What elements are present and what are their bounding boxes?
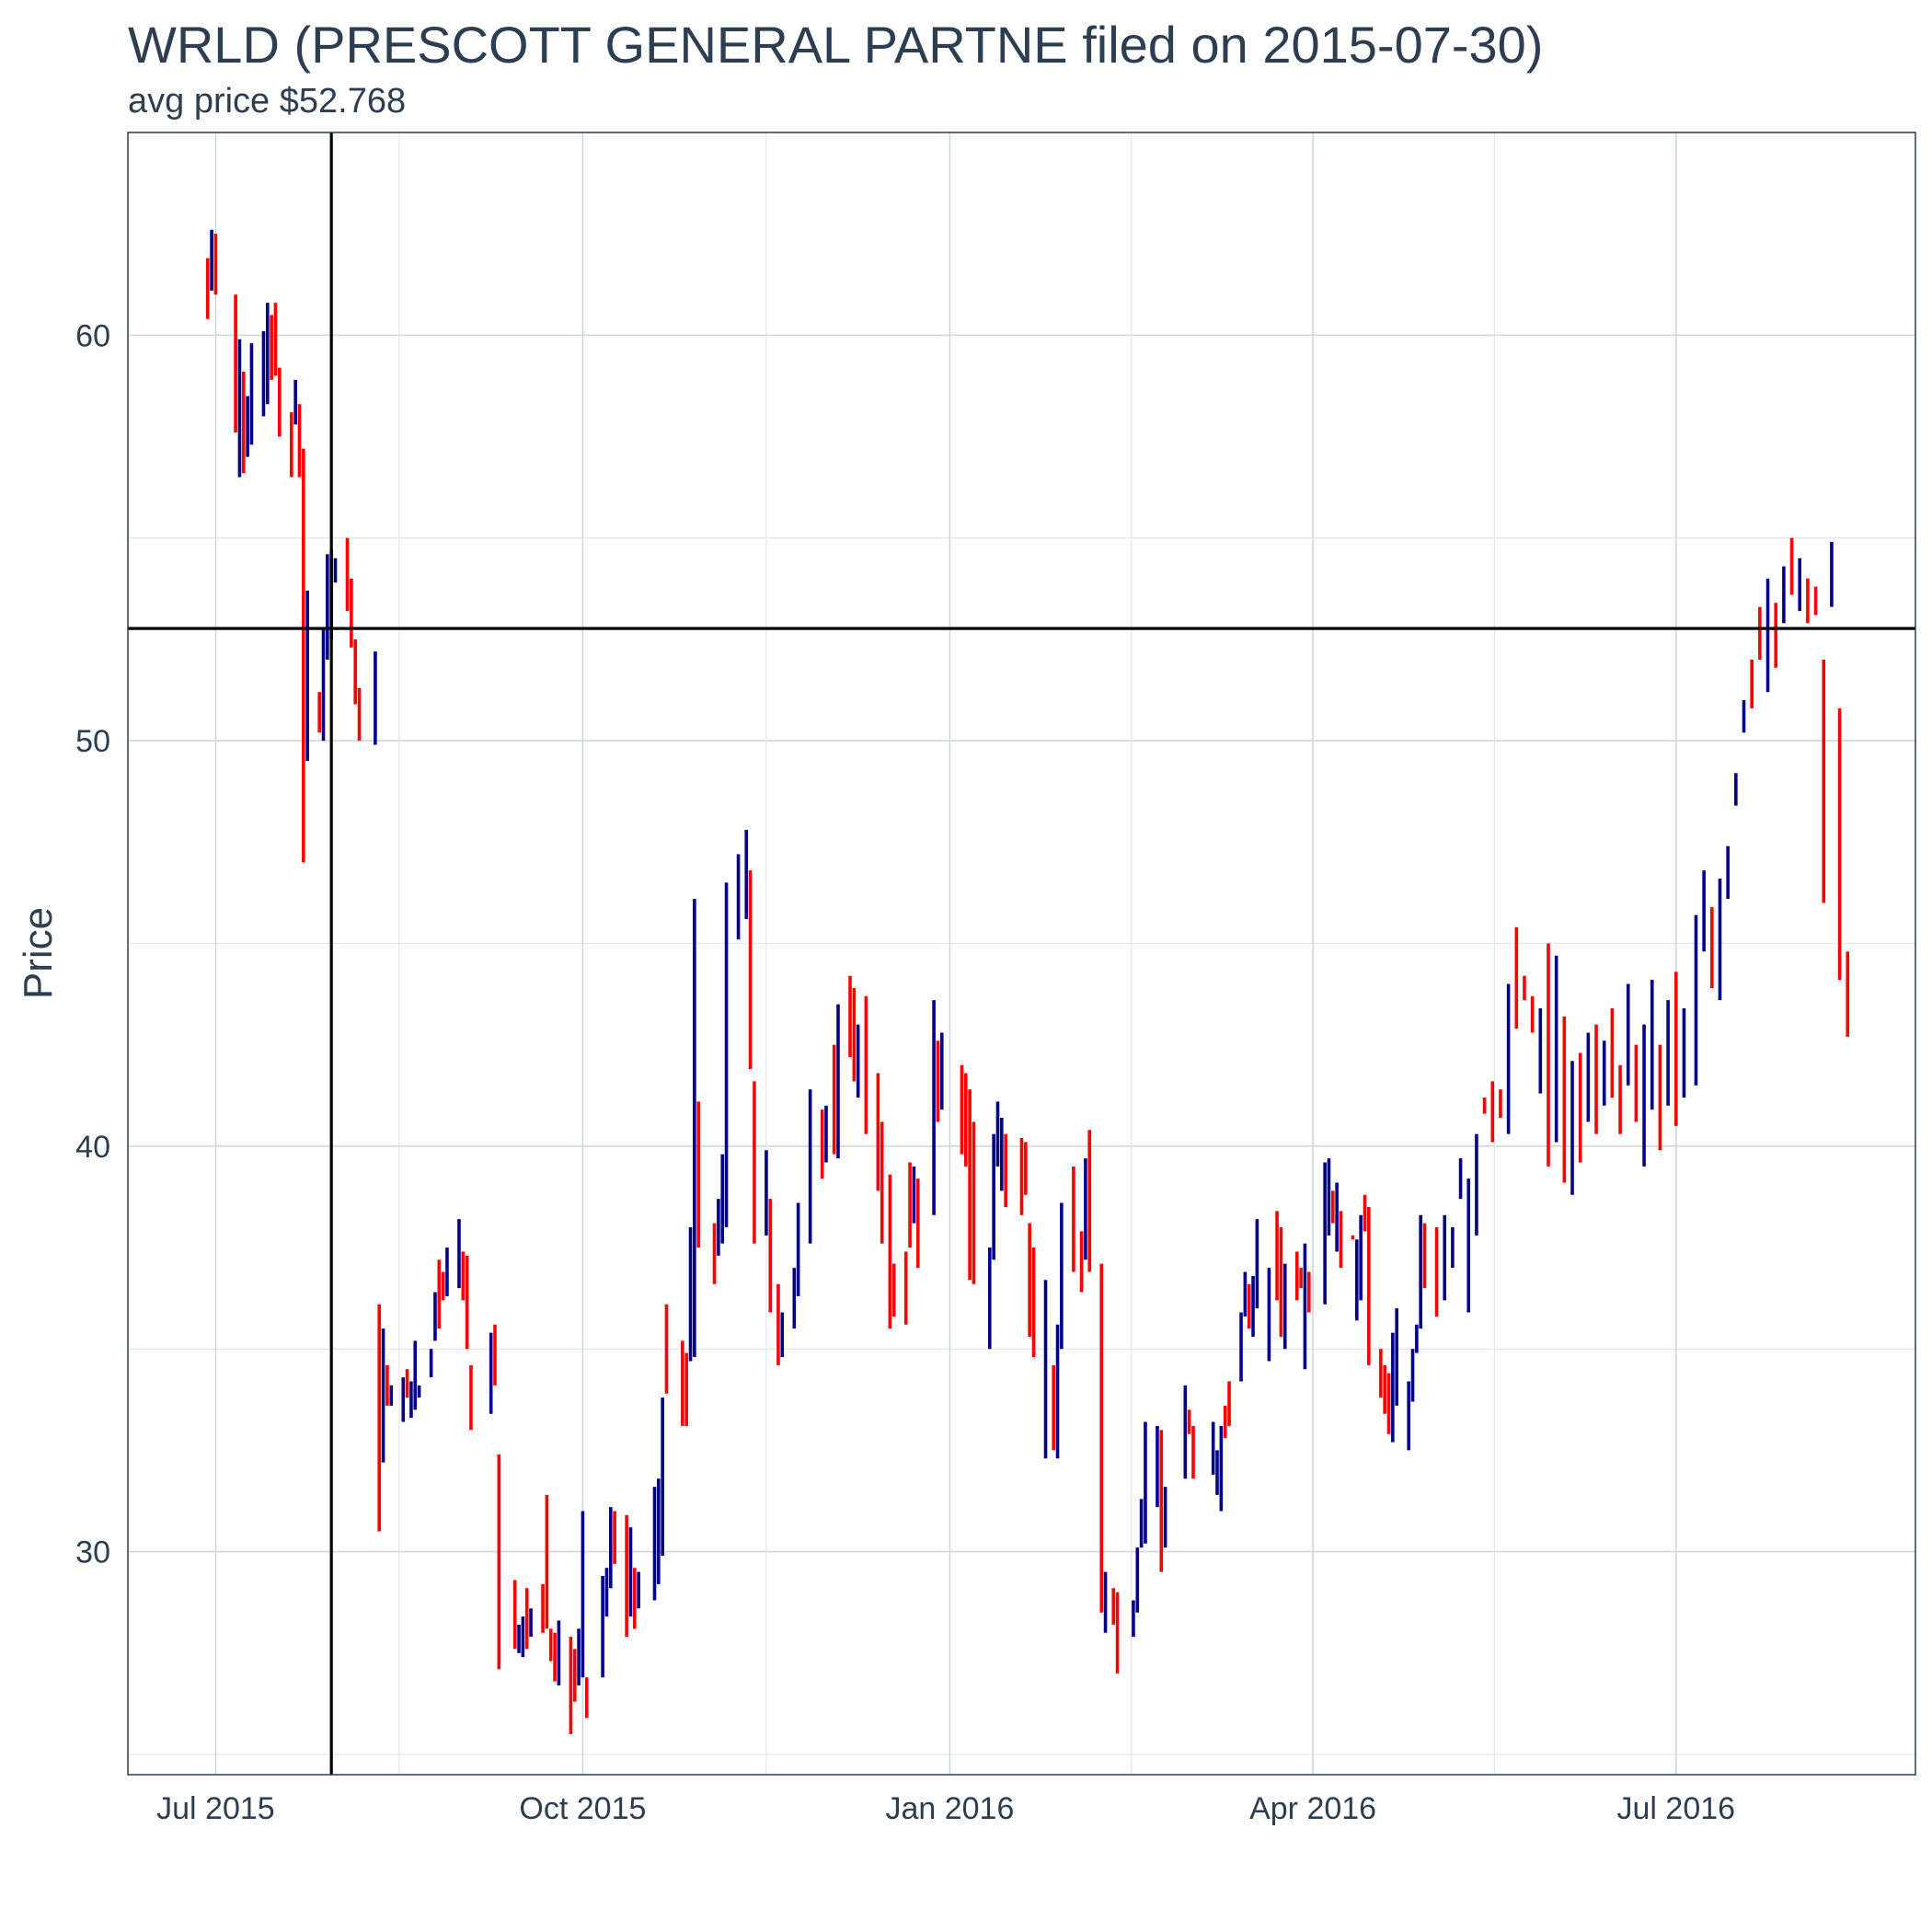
x-tick-label: Apr 2016 xyxy=(1249,1791,1376,1826)
x-tick-label: Oct 2015 xyxy=(519,1791,646,1826)
x-tick-label: Jan 2016 xyxy=(885,1791,1014,1826)
chart-subtitle: avg price $52.768 xyxy=(128,82,406,121)
x-axis-ticks: Jul 2015 Oct 2015 Jan 2016 Apr 2016 Jul 2016 xyxy=(156,1791,1735,1826)
x-tick-label: Jul 2015 xyxy=(156,1791,275,1826)
y-axis-ticks: 30 40 50 60 xyxy=(75,318,110,1570)
y-tick-label: 40 xyxy=(75,1130,110,1165)
plot-panel xyxy=(127,132,1916,1776)
y-tick-label: 60 xyxy=(75,318,110,353)
grid-lines xyxy=(128,132,1915,1775)
chart-title: WRLD (PRESCOTT GENERAL PARTNE filed on 2… xyxy=(128,16,1543,74)
y-tick-label: 30 xyxy=(75,1535,110,1570)
x-tick-label: Jul 2016 xyxy=(1617,1791,1736,1826)
reference-lines xyxy=(128,132,1915,1775)
y-axis-label: Price xyxy=(16,907,61,999)
y-tick-label: 50 xyxy=(75,724,110,759)
price-bars xyxy=(205,229,1850,1734)
